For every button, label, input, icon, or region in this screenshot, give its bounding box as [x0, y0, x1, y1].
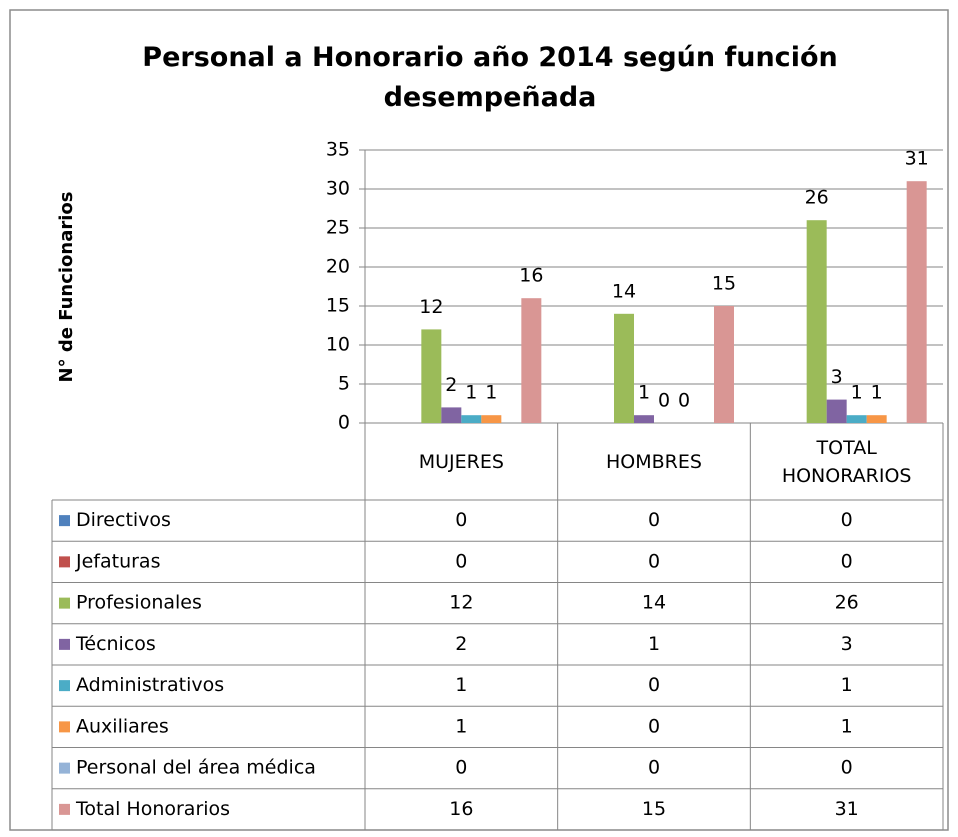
bar	[441, 407, 462, 423]
table-value: 0	[841, 757, 853, 779]
legend-label: Administrativos	[76, 674, 224, 696]
legend-key	[59, 556, 70, 568]
table-value: 1	[648, 633, 660, 655]
table-value: 3	[841, 633, 853, 655]
bar	[906, 181, 927, 423]
table-value: 0	[455, 550, 467, 572]
category-header: TOTAL HONORARIOS	[781, 436, 912, 487]
data-label: 2	[445, 374, 457, 396]
y-tick-label: 0	[338, 412, 350, 434]
bar	[481, 415, 502, 423]
y-tick-label: 5	[338, 373, 350, 395]
legend-key	[59, 721, 70, 733]
table-value: 1	[841, 674, 853, 696]
table-value: 31	[835, 798, 859, 820]
bar	[461, 415, 482, 423]
table-value: 0	[841, 509, 853, 531]
y-tick-label: 30	[326, 178, 350, 200]
data-label: 31	[905, 148, 929, 170]
bar	[714, 306, 734, 423]
y-tick-label: 35	[326, 139, 350, 161]
data-label: 1	[485, 382, 497, 404]
chart-title: Personal a Honorario año 2014 según func…	[142, 41, 838, 113]
category-header: MUJERES	[418, 450, 504, 473]
data-label: 3	[831, 366, 843, 388]
bar	[846, 415, 867, 423]
x-tick-label: HOMBRES	[606, 450, 702, 473]
legend-key	[59, 515, 70, 527]
bar	[521, 298, 542, 423]
data-label: 0	[678, 390, 690, 412]
table-value: 0	[648, 509, 660, 531]
legend-label: Jefaturas	[75, 550, 160, 572]
table-value: 0	[455, 509, 467, 531]
legend-key	[59, 680, 70, 692]
legend-label: Auxiliares	[76, 715, 169, 737]
table-value: 0	[455, 757, 467, 779]
bar	[826, 399, 847, 423]
data-label: 14	[612, 280, 636, 302]
bar	[421, 329, 442, 423]
legend-label: Profesionales	[76, 592, 202, 614]
category-header: HOMBRES	[606, 450, 702, 473]
bar	[866, 415, 887, 423]
legend-key	[59, 638, 70, 650]
data-label: 1	[465, 382, 477, 404]
table-value: 0	[648, 757, 660, 779]
data-label: 0	[658, 390, 670, 412]
x-tick-label: MUJERES	[418, 450, 504, 473]
legend-key	[59, 762, 70, 774]
legend-label: Técnicos	[75, 633, 156, 655]
y-tick-label: 10	[326, 334, 350, 356]
table-value: 1	[455, 674, 467, 696]
y-axis-label: N° de Funcionarios	[56, 191, 77, 382]
x-tick-label: TOTAL HONORARIOS	[781, 436, 912, 487]
table-value: 0	[841, 550, 853, 572]
data-label: 1	[851, 382, 863, 404]
data-label: 16	[519, 265, 543, 287]
title-box: Personal a Honorario año 2014 según func…	[142, 41, 838, 113]
bar	[634, 415, 654, 423]
data-label: 12	[419, 296, 443, 318]
table-value: 12	[449, 592, 473, 614]
legend-key	[59, 597, 70, 609]
table-value: 14	[642, 592, 666, 614]
data-label: 1	[871, 382, 883, 404]
data-label: 26	[805, 187, 829, 209]
data-label: 1	[638, 382, 650, 404]
bar	[806, 220, 827, 423]
legend-label: Personal del área médica	[76, 757, 316, 779]
legend-label: Total Honorarios	[75, 798, 230, 820]
table-value: 2	[455, 633, 467, 655]
y-tick-label: 20	[326, 256, 350, 278]
table-value: 0	[648, 550, 660, 572]
data-label: 15	[712, 273, 736, 295]
table-value: 0	[648, 715, 660, 737]
y-tick-label: 15	[326, 295, 350, 317]
table-value: 0	[648, 674, 660, 696]
legend-key	[59, 803, 70, 815]
table-value: 16	[449, 798, 473, 820]
table-value: 26	[835, 592, 859, 614]
legend-label: Directivos	[76, 509, 171, 531]
table-value: 15	[642, 798, 666, 820]
y-tick-label: 25	[326, 217, 350, 239]
table-value: 1	[455, 715, 467, 737]
bar	[614, 313, 634, 423]
table-value: 1	[841, 715, 853, 737]
